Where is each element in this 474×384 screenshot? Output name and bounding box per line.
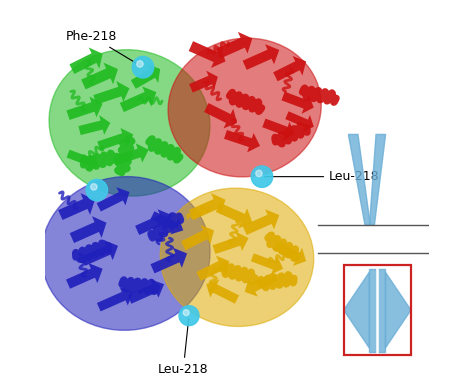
Circle shape bbox=[183, 310, 189, 316]
Polygon shape bbox=[78, 115, 110, 135]
Polygon shape bbox=[189, 193, 226, 220]
Bar bbox=[344, 265, 411, 355]
Polygon shape bbox=[189, 41, 226, 68]
Polygon shape bbox=[97, 287, 133, 311]
Polygon shape bbox=[93, 81, 129, 104]
Polygon shape bbox=[262, 119, 295, 141]
Polygon shape bbox=[97, 128, 133, 150]
Polygon shape bbox=[97, 187, 129, 212]
Polygon shape bbox=[204, 103, 237, 128]
Polygon shape bbox=[128, 279, 164, 304]
Polygon shape bbox=[285, 111, 314, 132]
Polygon shape bbox=[66, 150, 99, 170]
Polygon shape bbox=[70, 48, 102, 74]
Polygon shape bbox=[131, 64, 160, 89]
Polygon shape bbox=[273, 56, 306, 81]
Polygon shape bbox=[66, 96, 102, 120]
Polygon shape bbox=[348, 134, 370, 225]
Polygon shape bbox=[344, 272, 369, 348]
Text: Phe-218: Phe-218 bbox=[66, 30, 141, 66]
Bar bbox=[369, 268, 385, 352]
Ellipse shape bbox=[168, 38, 321, 177]
Circle shape bbox=[137, 61, 143, 67]
Polygon shape bbox=[82, 240, 118, 266]
Polygon shape bbox=[150, 248, 187, 273]
Polygon shape bbox=[120, 86, 156, 112]
Polygon shape bbox=[135, 209, 172, 235]
Circle shape bbox=[256, 170, 262, 177]
Ellipse shape bbox=[41, 177, 210, 330]
Polygon shape bbox=[243, 209, 279, 235]
Polygon shape bbox=[58, 193, 95, 220]
Polygon shape bbox=[196, 256, 229, 281]
Polygon shape bbox=[189, 71, 218, 93]
Polygon shape bbox=[113, 143, 149, 166]
Text: Leu-218: Leu-218 bbox=[265, 170, 380, 183]
Polygon shape bbox=[81, 63, 118, 89]
Text: Leu-218: Leu-218 bbox=[158, 318, 209, 376]
Polygon shape bbox=[66, 263, 102, 289]
Polygon shape bbox=[151, 211, 183, 234]
Polygon shape bbox=[70, 216, 107, 243]
Ellipse shape bbox=[49, 50, 210, 196]
Polygon shape bbox=[206, 280, 239, 304]
Polygon shape bbox=[282, 92, 314, 114]
Circle shape bbox=[86, 179, 108, 201]
Ellipse shape bbox=[160, 188, 314, 326]
Polygon shape bbox=[243, 44, 279, 70]
Polygon shape bbox=[216, 203, 252, 228]
Circle shape bbox=[132, 56, 154, 78]
Polygon shape bbox=[181, 225, 214, 250]
Polygon shape bbox=[224, 130, 260, 152]
Polygon shape bbox=[251, 253, 283, 274]
Polygon shape bbox=[212, 232, 248, 254]
Polygon shape bbox=[245, 272, 277, 296]
Polygon shape bbox=[216, 32, 252, 59]
Circle shape bbox=[179, 306, 199, 326]
Polygon shape bbox=[385, 272, 411, 348]
Circle shape bbox=[251, 166, 273, 187]
Polygon shape bbox=[369, 134, 386, 225]
Circle shape bbox=[91, 184, 97, 190]
Polygon shape bbox=[273, 242, 306, 266]
